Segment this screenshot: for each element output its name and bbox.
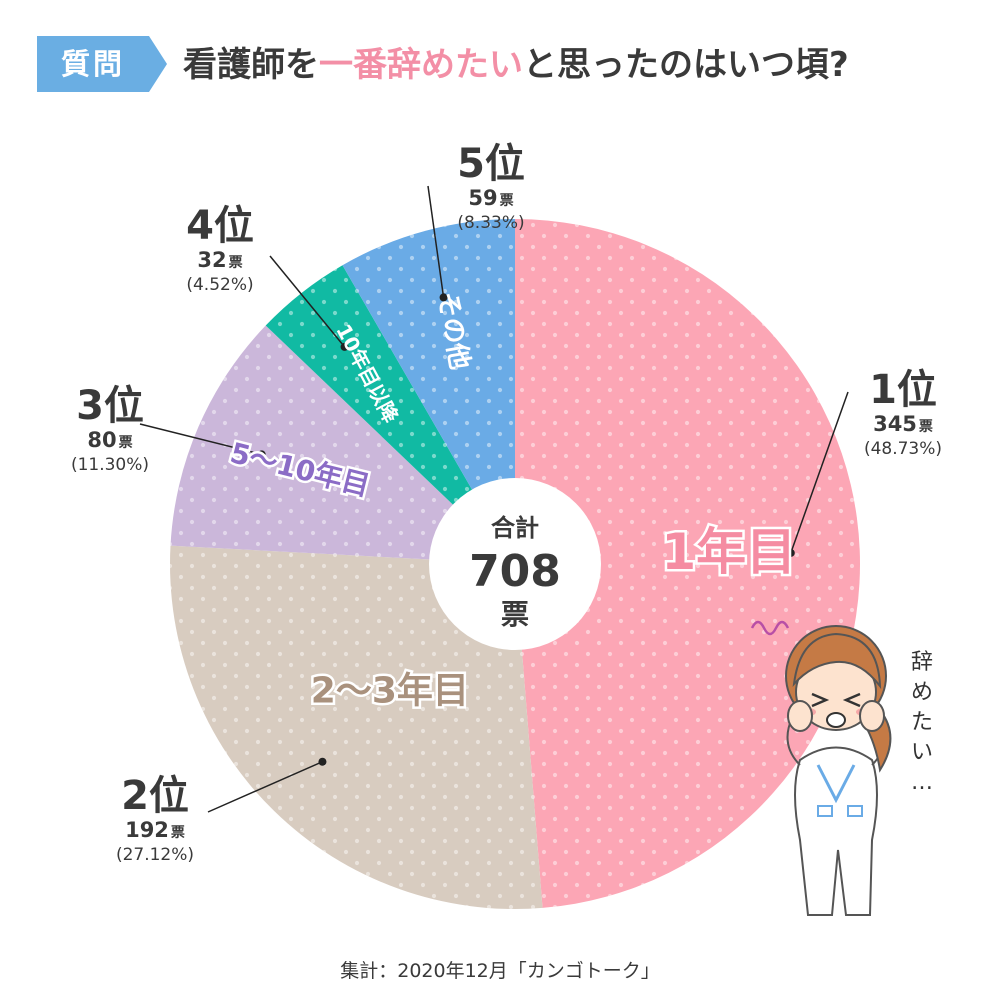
vote-percent: (4.52%)	[186, 275, 254, 295]
vote-percent: (48.73%)	[863, 439, 943, 459]
rank-label: 3位	[76, 383, 144, 429]
leader-line-3	[139, 423, 262, 456]
leader-line-5	[427, 185, 445, 298]
slice-label-2: 2〜3年目	[311, 671, 469, 712]
total-label: 合計	[491, 514, 539, 542]
pie-slice-dots-1	[515, 219, 861, 908]
pie-slice-dots-4	[265, 265, 515, 564]
title-highlight: 一番辞めたい	[319, 45, 523, 85]
total-center-circle	[429, 478, 601, 650]
rank-callout-5: 5位 59 票 (8.33%)	[426, 142, 556, 233]
rank-callout-1: 1位 345 票 (48.73%)	[838, 368, 968, 459]
rank-callout-2: 2位 192 票 (27.12%)	[90, 774, 220, 865]
leader-lines	[139, 185, 849, 813]
leader-line-1	[790, 391, 849, 554]
vote-count: 59 票	[468, 186, 514, 210]
pie-slice-dots-3	[170, 325, 516, 564]
question-badge-label: 質問	[60, 47, 125, 81]
leader-line-4	[269, 255, 346, 348]
vote-count: 192 票	[125, 818, 185, 842]
vote-percent: (27.12%)	[115, 845, 195, 865]
badge-arrow-shape	[37, 36, 167, 92]
title-suffix: と思ったのはいつ頃?	[523, 45, 849, 85]
rank-label: 4位	[186, 203, 254, 249]
source-footer: 集計：2020年12月「カンゴトーク」	[340, 960, 660, 982]
nurse-illustration	[750, 620, 892, 916]
title-prefix: 看護師を	[183, 45, 319, 85]
rank-label: 5位	[457, 141, 525, 187]
vote-count: 345 票	[873, 412, 933, 436]
slice-label-1: 1年目	[661, 523, 796, 581]
pie-slice-dots-2	[169, 545, 543, 909]
pie-dot-pattern	[169, 219, 861, 909]
rank-label: 2位	[121, 773, 189, 819]
rank-callout-3: 3位 80 票 (11.30%)	[45, 384, 175, 475]
vote-percent: (8.33%)	[457, 213, 525, 233]
rank-label: 1位	[869, 367, 937, 413]
vote-count: 80 票	[87, 428, 133, 452]
rank-callout-4: 4位 32 票 (4.52%)	[155, 204, 285, 295]
total-unit: 票	[501, 598, 529, 631]
nurse-speech-text: 辞めたい…	[910, 650, 933, 795]
title-bar: 質問 看護師を一番辞めたいと思ったのはいつ頃?	[37, 30, 967, 100]
vote-percent: (11.30%)	[70, 455, 150, 475]
pie-slice-dots-5	[342, 219, 515, 564]
total-value: 708	[469, 546, 561, 597]
question-badge: 質問	[37, 36, 167, 92]
page-title: 看護師を一番辞めたいと思ったのはいつ頃?	[183, 30, 849, 100]
leader-line-2	[207, 761, 323, 813]
vote-count: 32 票	[197, 248, 243, 272]
